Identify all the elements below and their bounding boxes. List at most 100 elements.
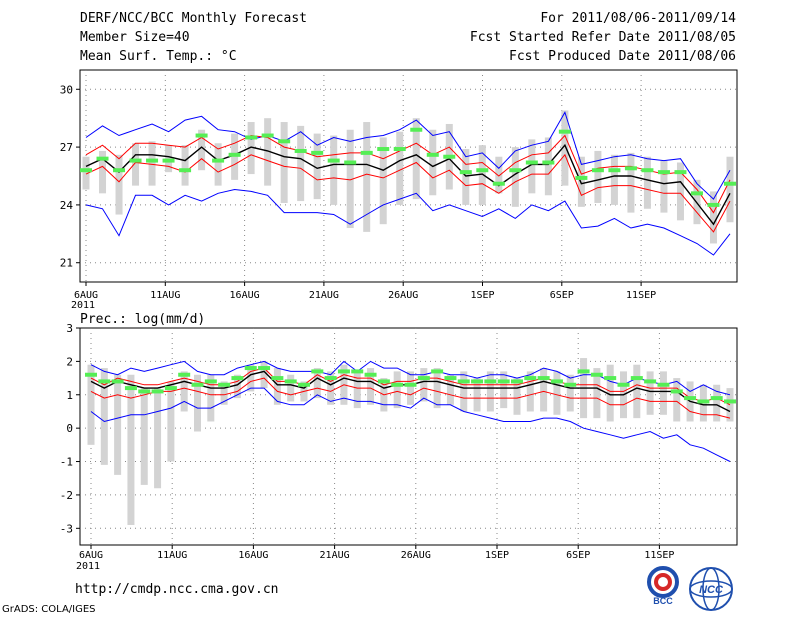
forecast-period: For 2011/08/06-2011/09/14 bbox=[540, 11, 736, 26]
prec-range-bar bbox=[180, 371, 188, 412]
prec-observed-mark bbox=[337, 369, 350, 374]
prec-xtick-label: 6AUG bbox=[79, 550, 103, 561]
prec-range-bar bbox=[313, 368, 321, 399]
prec-min-line bbox=[90, 387, 731, 462]
prec-observed-mark bbox=[204, 379, 217, 384]
member-size: Member Size=40 bbox=[80, 30, 190, 45]
prec-ytick-label: -3 bbox=[60, 522, 73, 535]
chart-title: DERF/NCC/BCC Monthly Forecast bbox=[80, 11, 307, 26]
temp-range-bar bbox=[726, 156, 734, 223]
temp-ytick-label: 21 bbox=[60, 257, 73, 270]
prec-range-bar bbox=[433, 368, 441, 409]
prec-observed-mark bbox=[457, 379, 470, 384]
temp-range-bar bbox=[676, 162, 684, 221]
temp-observed-mark bbox=[393, 147, 406, 152]
prec-observed-mark bbox=[444, 376, 457, 381]
temp-range-bar bbox=[462, 149, 470, 205]
prec-range-bar bbox=[154, 388, 162, 489]
temp-observed-mark bbox=[278, 139, 291, 144]
prec-range-bar bbox=[367, 368, 375, 405]
temp-ytick-label: 24 bbox=[60, 199, 74, 212]
prec-ytick-label: 1 bbox=[66, 389, 73, 402]
prec-range-bar bbox=[633, 364, 641, 419]
temp-range-bar bbox=[264, 118, 272, 186]
prec-observed-mark bbox=[644, 379, 657, 384]
temp-observed-mark bbox=[179, 168, 192, 173]
prec-range-bar bbox=[673, 378, 681, 422]
precip-subtitle: Prec.: log(mm/d) bbox=[80, 312, 206, 327]
prec-xtick-label: 21AUG bbox=[320, 550, 350, 561]
bcc-logo-text: BCC bbox=[653, 596, 673, 606]
temp-range-bar bbox=[313, 133, 321, 200]
prec-range-bar bbox=[513, 378, 521, 415]
prec-range-bar bbox=[273, 368, 281, 405]
prec-range-bar bbox=[713, 384, 721, 422]
temp-observed-mark bbox=[558, 129, 571, 134]
prec-xtick-label: 6SEP bbox=[566, 550, 590, 561]
temp-range-bar bbox=[280, 122, 288, 203]
temp-range-bar bbox=[660, 160, 668, 213]
prec-range-bar bbox=[526, 371, 534, 412]
temp-xtick-label: 1SEP bbox=[470, 290, 494, 301]
temp-lower-spread-line bbox=[85, 153, 731, 233]
prec-ytick-label: 2 bbox=[66, 355, 73, 368]
variable-label: Mean Surf. Temp.: °C bbox=[80, 49, 237, 64]
temp-observed-mark bbox=[674, 170, 687, 175]
temp-observed-mark bbox=[294, 148, 307, 153]
prec-range-bar bbox=[207, 374, 215, 422]
temp-xtick-label: 11AUG bbox=[150, 290, 180, 301]
temp-plot-frame bbox=[79, 69, 738, 283]
prec-year-label: 2011 bbox=[76, 561, 100, 572]
prec-xtick-label: 16AUG bbox=[238, 550, 268, 561]
temp-observed-mark bbox=[575, 175, 588, 180]
prec-range-bar bbox=[247, 364, 255, 392]
temp-range-bar bbox=[643, 156, 651, 209]
prec-range-bar bbox=[553, 371, 561, 415]
prec-observed-mark bbox=[178, 372, 191, 377]
prec-range-bar bbox=[407, 371, 414, 405]
prec-ytick-label: -1 bbox=[60, 456, 73, 469]
temp-observed-mark bbox=[377, 147, 390, 152]
temp-observed-mark bbox=[195, 133, 208, 138]
temp-range-bar bbox=[511, 147, 519, 207]
temp-observed-mark bbox=[162, 158, 175, 163]
temp-range-bar bbox=[346, 129, 354, 229]
temp-range-bar bbox=[363, 122, 371, 232]
temp-range-bar bbox=[181, 145, 189, 186]
prec-observed-mark bbox=[324, 376, 337, 381]
temp-range-bar bbox=[577, 156, 585, 207]
prec-observed-mark bbox=[244, 366, 257, 371]
ncc-logo-text: NCC bbox=[699, 584, 724, 596]
temp-range-bar bbox=[330, 135, 338, 205]
prec-range-bar bbox=[100, 368, 108, 465]
temp-observed-mark bbox=[492, 181, 505, 186]
temp-observed-mark bbox=[96, 156, 109, 161]
prec-observed-mark bbox=[231, 376, 244, 381]
prec-observed-mark bbox=[524, 376, 537, 381]
temp-xtick-label: 6SEP bbox=[550, 290, 574, 301]
prec-range-bar bbox=[446, 374, 454, 405]
prec-range-bar bbox=[646, 371, 654, 415]
prec-observed-mark bbox=[351, 369, 364, 374]
prec-observed-mark bbox=[271, 376, 284, 381]
website-url[interactable]: http://cmdp.ncc.cma.gov.cn bbox=[75, 582, 279, 597]
prec-range-bar bbox=[167, 381, 175, 462]
prec-ytick-label: -2 bbox=[60, 489, 73, 502]
temp-xtick-label: 6AUG bbox=[74, 290, 98, 301]
prec-observed-mark bbox=[724, 399, 736, 404]
temp-range-bar bbox=[610, 154, 618, 205]
prec-observed-mark bbox=[604, 376, 617, 381]
temp-observed-mark bbox=[657, 170, 670, 175]
prec-observed-mark bbox=[710, 396, 723, 401]
prec-observed-mark bbox=[484, 379, 497, 384]
temp-ytick-label: 30 bbox=[60, 83, 73, 96]
temp-observed-mark bbox=[327, 158, 340, 163]
temp-range-bar bbox=[544, 137, 552, 196]
prec-observed-mark bbox=[284, 379, 297, 384]
prec-observed-mark bbox=[697, 399, 710, 404]
prec-observed-mark bbox=[191, 382, 204, 387]
prec-observed-mark bbox=[417, 376, 430, 381]
temp-range-bar bbox=[198, 129, 206, 171]
temp-observed-mark bbox=[426, 152, 439, 157]
prec-range-bar bbox=[140, 388, 148, 485]
